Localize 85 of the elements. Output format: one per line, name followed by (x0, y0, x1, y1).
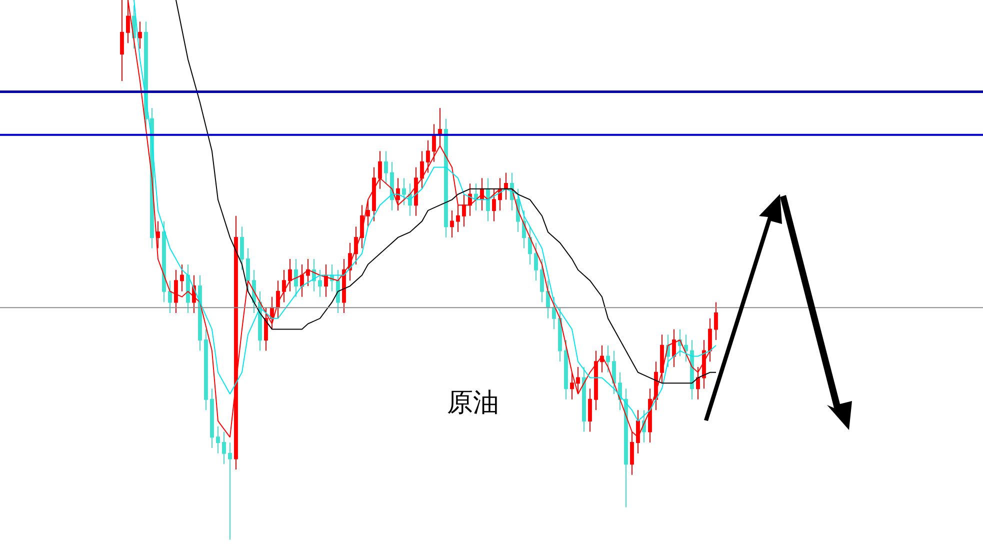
candlestick (672, 328, 676, 368)
candlestick (252, 269, 256, 314)
candlestick (120, 0, 124, 82)
candlestick (624, 388, 628, 508)
candlestick (426, 140, 430, 174)
candlestick (204, 328, 208, 411)
candlestick (522, 210, 526, 249)
candlestick (264, 307, 268, 352)
candlestick (186, 264, 190, 314)
candlestick (132, 4, 136, 50)
candlestick (414, 166, 418, 216)
candlestick (318, 269, 322, 298)
candlestick (378, 150, 382, 190)
candlestick (540, 258, 544, 303)
candlestick (546, 280, 550, 319)
candlestick (282, 269, 286, 303)
candlestick (438, 107, 442, 146)
candlestick (456, 204, 460, 233)
candlestick (570, 372, 574, 400)
candlestick (138, 21, 142, 50)
candlestick (210, 388, 214, 448)
candlestick (222, 431, 226, 465)
candlestick (576, 366, 580, 394)
candlestick (144, 21, 148, 130)
candlestick (498, 178, 502, 211)
candlestick (474, 182, 478, 211)
candlestick (156, 220, 160, 249)
candlestick (684, 334, 688, 362)
annotation: 原油 (447, 388, 499, 418)
candlestick (168, 280, 172, 314)
candlestick (654, 361, 658, 411)
candlestick (162, 220, 166, 303)
candlestick (552, 296, 556, 330)
candlestick (240, 226, 244, 270)
candlestick (300, 264, 304, 298)
candlestick (354, 226, 358, 265)
candlestick (372, 166, 376, 222)
candlestick (612, 350, 616, 394)
candlestick (216, 426, 220, 454)
candlestick (480, 178, 484, 211)
candlestick (462, 194, 466, 228)
candlestick (468, 182, 472, 216)
candlestick (336, 269, 340, 314)
candlestick (660, 334, 664, 384)
candlestick (420, 150, 424, 190)
candlestick (444, 118, 448, 238)
candlestick (384, 150, 388, 184)
candlestick (306, 258, 310, 287)
candlestick (192, 274, 196, 314)
candlestick (564, 340, 568, 400)
candlestick (174, 269, 178, 314)
candlestick (486, 178, 490, 222)
candlestick (390, 161, 394, 211)
candlestick (582, 366, 586, 432)
candlestick (600, 344, 604, 373)
candlestick (180, 264, 184, 292)
candlestick (432, 124, 436, 162)
candlestick (534, 242, 538, 282)
candlestick (606, 344, 610, 373)
candlestick (228, 442, 232, 540)
candlestick (696, 366, 700, 400)
candlestick (714, 302, 718, 340)
candlestick (492, 188, 496, 222)
candlestick (450, 210, 454, 238)
candlestick (288, 258, 292, 292)
candlestick (348, 242, 352, 282)
candlestick (702, 340, 706, 390)
candlestick (558, 307, 562, 362)
candlestick (270, 296, 274, 330)
candlestick (276, 280, 280, 319)
candlestick (324, 264, 328, 298)
candlestick (246, 248, 250, 292)
candlestick (690, 340, 694, 400)
candlestick (294, 258, 298, 298)
candlestick (528, 226, 532, 265)
candlestick (402, 178, 406, 206)
candlestick (366, 199, 370, 228)
candlestick (342, 258, 346, 314)
candlestick (504, 172, 508, 200)
candlestick (588, 388, 592, 432)
candlestick (408, 182, 412, 216)
candlestick (396, 178, 400, 211)
candlestick (360, 204, 364, 249)
candlestick (594, 350, 598, 411)
candlestick (198, 274, 202, 352)
